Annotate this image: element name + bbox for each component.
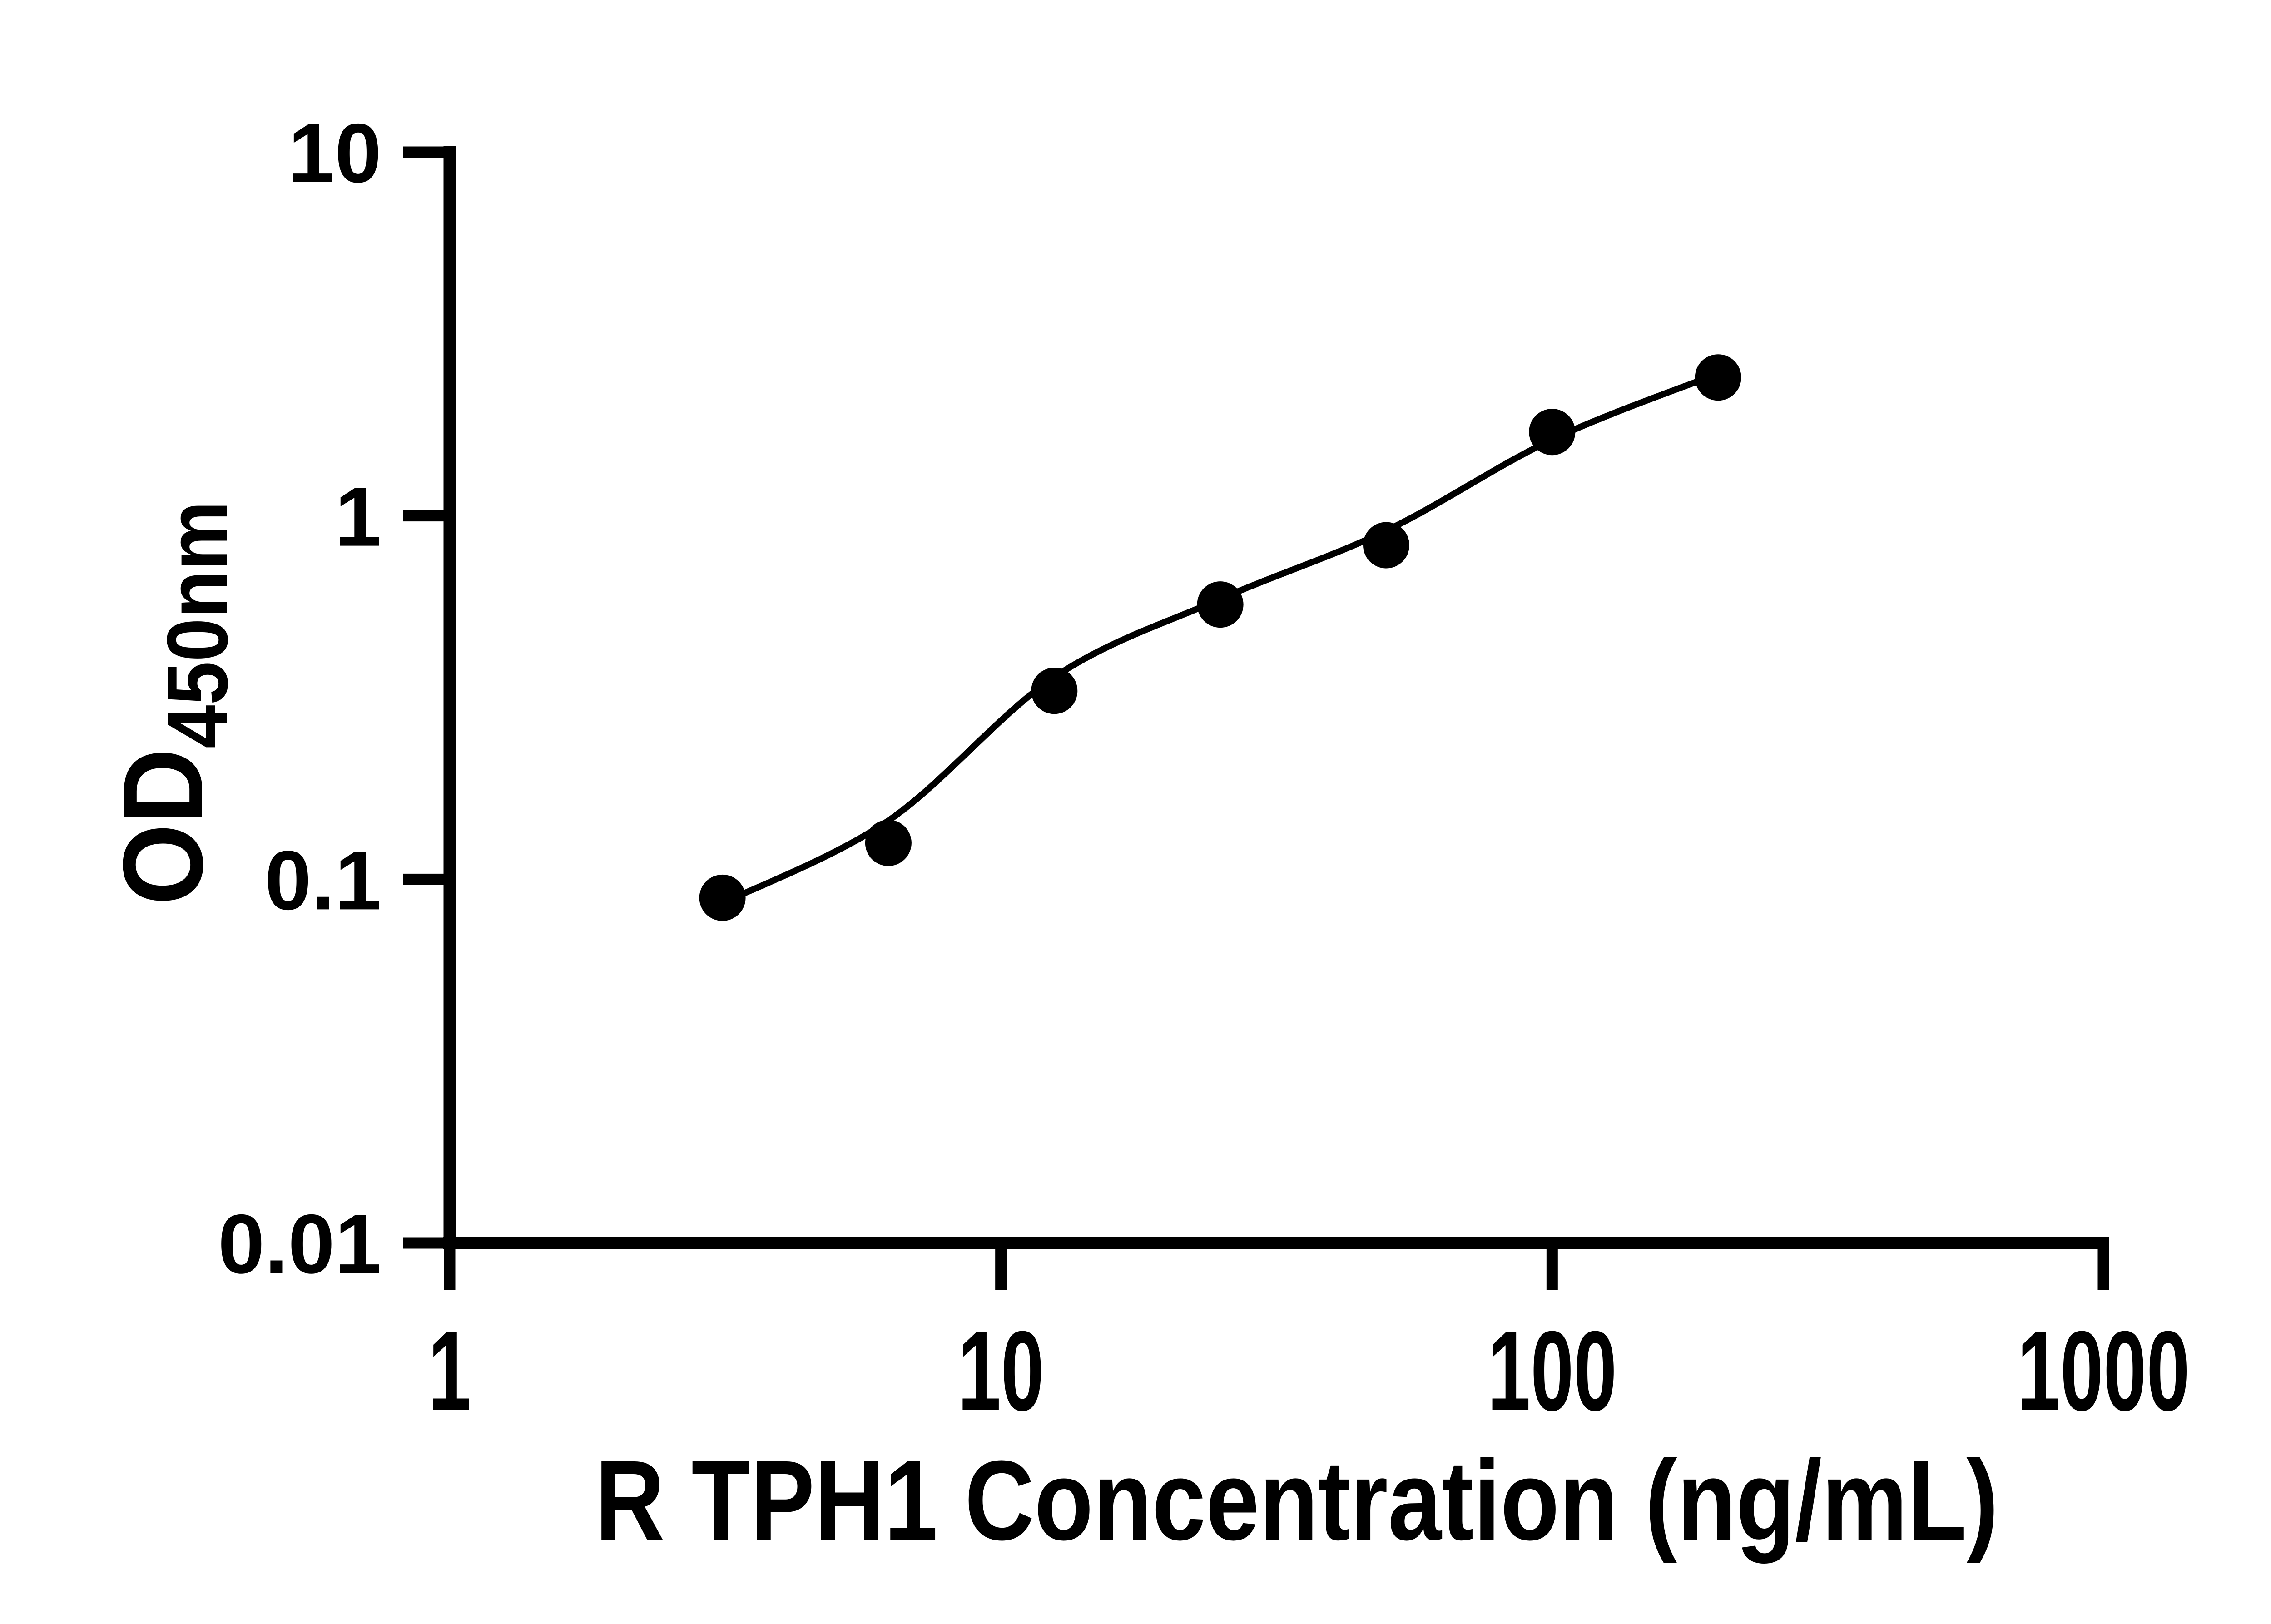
y-axis-title-main: OD — [99, 748, 226, 905]
data-point — [1695, 354, 1741, 401]
y-axis-title: OD450nm — [99, 501, 246, 905]
data-point — [699, 874, 746, 921]
data-point — [865, 820, 912, 866]
y-axis-title-subscript: 450nm — [149, 501, 246, 748]
data-point — [1197, 581, 1244, 628]
x-tick-label: 1 — [428, 1307, 471, 1434]
data-point — [1529, 409, 1576, 456]
x-tick-label: 1000 — [2017, 1307, 2190, 1434]
y-axis: 10 1 0.1 0.01 — [218, 107, 456, 1291]
y-tick-label: 1 — [335, 470, 382, 564]
x-axis: 1 10 100 1000 — [428, 1237, 2190, 1434]
y-tick-label: 10 — [288, 107, 382, 200]
x-tick-label: 100 — [1488, 1307, 1617, 1434]
data-points — [699, 354, 1741, 921]
x-axis-title: R TPH1 Concentration (ng/mL) — [595, 1437, 1998, 1564]
y-tick-label: 0.1 — [265, 834, 382, 927]
data-point — [1363, 522, 1409, 569]
data-point — [1031, 668, 1078, 714]
x-tick-label: 10 — [958, 1307, 1044, 1434]
y-tick-label: 0.01 — [218, 1198, 382, 1291]
